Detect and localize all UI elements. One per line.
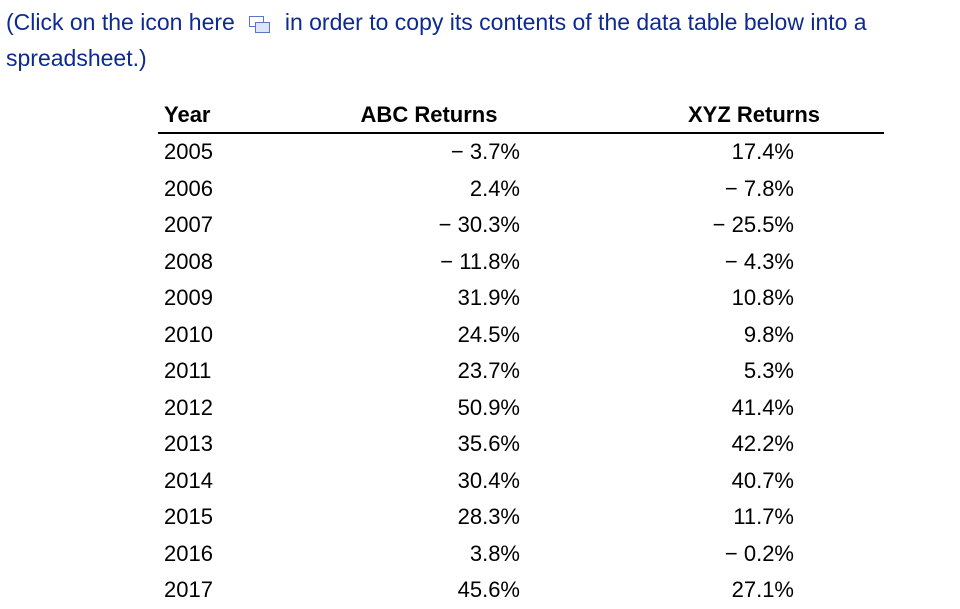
table-row: 2011 23.7% 5.3% bbox=[158, 353, 884, 390]
returns-table: Year ABC Returns XYZ Returns 2005 − 3.7% 1… bbox=[158, 98, 884, 609]
cell-abc-return: 3.8% bbox=[469, 540, 520, 566]
cell-year: 2017 bbox=[164, 577, 213, 603]
cell-abc-return: − 30.3% bbox=[438, 212, 520, 238]
cell-year: 2008 bbox=[164, 248, 213, 274]
cell-xyz-return: − 4.3% bbox=[724, 248, 794, 274]
table-row: 2013 35.6% 42.2% bbox=[158, 426, 884, 463]
cell-xyz-return: 41.4% bbox=[731, 394, 794, 420]
table-row: 2009 31.9% 10.8% bbox=[158, 280, 884, 317]
table-header-row: Year ABC Returns XYZ Returns bbox=[158, 98, 884, 134]
cell-year: 2013 bbox=[164, 431, 213, 457]
cell-xyz-return: 5.3% bbox=[743, 358, 794, 384]
cell-xyz-return: 9.8% bbox=[743, 321, 794, 347]
cell-year: 2006 bbox=[164, 175, 213, 201]
cell-xyz-return: − 0.2% bbox=[724, 540, 794, 566]
table-row: 2012 50.9% 41.4% bbox=[158, 390, 884, 427]
cell-abc-return: 30.4% bbox=[457, 467, 520, 493]
cell-xyz-return: − 25.5% bbox=[712, 212, 794, 238]
cell-xyz-return: 11.7% bbox=[733, 504, 794, 530]
table-row: 2015 28.3% 11.7% bbox=[158, 499, 884, 536]
copy-instruction: (Click on the icon here in order to copy … bbox=[6, 4, 956, 76]
table-body: 2005 − 3.7% 17.4% 2006 2.4% − 7.8% 2007 − 30.3%… bbox=[158, 133, 884, 609]
cell-abc-return: 31.9% bbox=[457, 285, 520, 311]
table-row: 2017 45.6% 27.1% bbox=[158, 572, 884, 609]
table-row: 2005 − 3.7% 17.4% bbox=[158, 133, 884, 171]
cell-year: 2015 bbox=[164, 504, 213, 530]
cell-abc-return: 50.9% bbox=[457, 394, 520, 420]
header-year: Year bbox=[158, 98, 274, 134]
cell-xyz-return: − 7.8% bbox=[724, 175, 794, 201]
cell-xyz-return: 10.8% bbox=[731, 285, 794, 311]
cell-abc-return: 28.3% bbox=[457, 504, 520, 530]
cell-year: 2007 bbox=[164, 212, 213, 238]
header-xyz-returns: XYZ Returns bbox=[524, 98, 884, 134]
table-row: 2008 − 11.8% − 4.3% bbox=[158, 244, 884, 281]
cell-year: 2011 bbox=[164, 358, 212, 384]
table-row: 2010 24.5% 9.8% bbox=[158, 317, 884, 354]
instruction-text-after: in order to copy its contents of the dat… bbox=[6, 9, 867, 71]
cell-abc-return: 35.6% bbox=[457, 431, 520, 457]
cell-year: 2010 bbox=[164, 321, 213, 347]
cell-abc-return: 23.7% bbox=[457, 358, 520, 384]
table-row: 2007 − 30.3% − 25.5% bbox=[158, 207, 884, 244]
table-row: 2014 30.4% 40.7% bbox=[158, 463, 884, 500]
cell-year: 2014 bbox=[164, 467, 213, 493]
cell-year: 2012 bbox=[164, 394, 213, 420]
copy-icon[interactable] bbox=[247, 14, 275, 33]
header-abc-returns: ABC Returns bbox=[274, 98, 524, 134]
cell-xyz-return: 42.2% bbox=[731, 431, 794, 457]
cell-year: 2009 bbox=[164, 285, 213, 311]
cell-abc-return: 2.4% bbox=[469, 175, 520, 201]
cell-abc-return: − 3.7% bbox=[450, 139, 520, 165]
cell-abc-return: − 11.8% bbox=[440, 248, 520, 274]
cell-xyz-return: 40.7% bbox=[731, 467, 794, 493]
cell-abc-return: 24.5% bbox=[457, 321, 520, 347]
cell-abc-return: 45.6% bbox=[457, 577, 520, 603]
instruction-text-before: (Click on the icon here bbox=[6, 9, 235, 35]
cell-xyz-return: 17.4% bbox=[731, 139, 794, 165]
table-row: 2016 3.8% − 0.2% bbox=[158, 536, 884, 573]
cell-year: 2016 bbox=[164, 540, 213, 566]
table-row: 2006 2.4% − 7.8% bbox=[158, 171, 884, 208]
cell-xyz-return: 27.1% bbox=[731, 577, 794, 603]
cell-year: 2005 bbox=[164, 139, 213, 165]
